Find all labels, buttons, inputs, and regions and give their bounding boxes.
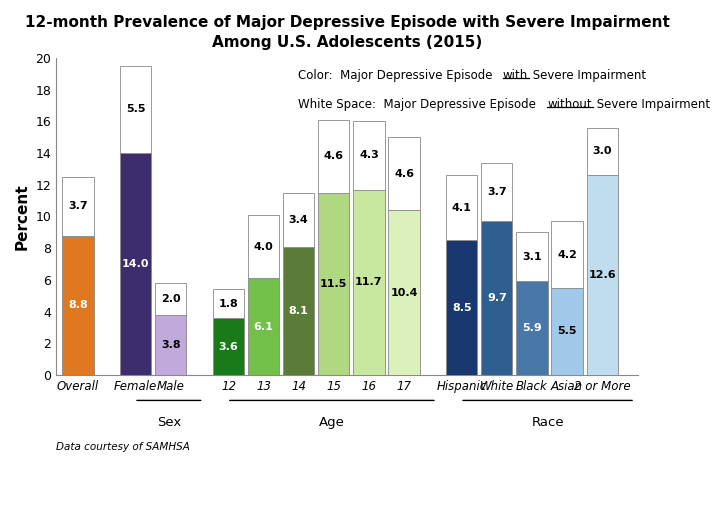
- Text: 5.9: 5.9: [522, 323, 542, 333]
- Text: 11.7: 11.7: [356, 277, 382, 287]
- Bar: [283, 247, 314, 375]
- Y-axis label: Percent: Percent: [15, 183, 30, 250]
- Bar: [446, 240, 478, 375]
- Bar: [516, 282, 547, 375]
- Bar: [516, 232, 547, 282]
- Text: 3.0: 3.0: [593, 146, 612, 156]
- Bar: [155, 283, 186, 315]
- Bar: [120, 153, 151, 375]
- Text: 3.1: 3.1: [522, 252, 542, 262]
- Text: Color:  Major Depressive Episode: Color: Major Depressive Episode: [298, 69, 496, 82]
- Bar: [551, 288, 582, 375]
- Text: 6.1: 6.1: [254, 322, 273, 332]
- Text: 4.1: 4.1: [451, 203, 472, 213]
- Text: 1.8: 1.8: [219, 299, 238, 309]
- Text: 9.7: 9.7: [487, 293, 507, 303]
- Text: 12.6: 12.6: [588, 270, 616, 280]
- Text: White Space:  Major Depressive Episode: White Space: Major Depressive Episode: [298, 98, 539, 111]
- Bar: [63, 177, 94, 235]
- Text: 4.6: 4.6: [324, 151, 344, 161]
- Text: 8.8: 8.8: [68, 300, 88, 310]
- Bar: [587, 175, 618, 375]
- Text: 8.1: 8.1: [289, 306, 308, 316]
- Bar: [63, 235, 94, 375]
- Text: 3.4: 3.4: [289, 215, 308, 225]
- Text: 4.0: 4.0: [254, 242, 273, 252]
- Bar: [155, 315, 186, 375]
- Bar: [248, 215, 279, 278]
- Text: 4.3: 4.3: [359, 151, 379, 160]
- Bar: [446, 175, 478, 240]
- Bar: [283, 193, 314, 247]
- Bar: [353, 121, 385, 190]
- Text: Severe Impairment: Severe Impairment: [529, 69, 646, 82]
- Text: Sex: Sex: [157, 416, 181, 429]
- Text: Severe Impairment: Severe Impairment: [593, 98, 710, 111]
- Bar: [353, 190, 385, 375]
- Text: 3.8: 3.8: [161, 340, 180, 350]
- Text: Race: Race: [531, 416, 564, 429]
- Text: 3.7: 3.7: [68, 201, 88, 211]
- Text: 11.5: 11.5: [320, 279, 348, 289]
- Text: Data courtesy of SAMHSA: Data courtesy of SAMHSA: [56, 442, 190, 452]
- Text: without: without: [547, 98, 592, 111]
- Text: 5.5: 5.5: [558, 326, 577, 337]
- Bar: [318, 120, 350, 193]
- Text: 4.2: 4.2: [557, 249, 577, 260]
- Text: 3.7: 3.7: [487, 187, 507, 197]
- Text: 8.5: 8.5: [452, 303, 472, 313]
- Bar: [213, 289, 244, 318]
- Text: 4.6: 4.6: [394, 169, 414, 179]
- Title: 12-month Prevalence of Major Depressive Episode with Severe Impairment
Among U.S: 12-month Prevalence of Major Depressive …: [25, 15, 670, 50]
- Bar: [481, 162, 513, 221]
- Bar: [388, 210, 419, 375]
- Text: 5.5: 5.5: [126, 104, 145, 115]
- Text: 14.0: 14.0: [122, 259, 149, 269]
- Text: Age: Age: [319, 416, 345, 429]
- Text: 3.6: 3.6: [219, 341, 238, 352]
- Text: 2.0: 2.0: [161, 294, 180, 304]
- Bar: [587, 127, 618, 175]
- Bar: [318, 193, 350, 375]
- Bar: [388, 137, 419, 210]
- Bar: [481, 221, 513, 375]
- Text: 10.4: 10.4: [390, 288, 418, 298]
- Bar: [551, 221, 582, 288]
- Bar: [248, 278, 279, 375]
- Text: with: with: [502, 69, 528, 82]
- Bar: [213, 318, 244, 375]
- Bar: [120, 66, 151, 153]
